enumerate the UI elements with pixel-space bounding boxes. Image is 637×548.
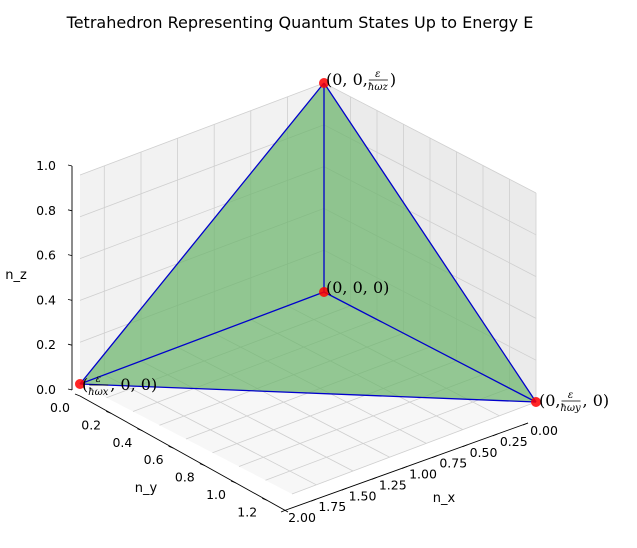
x-tick-label: 1.50 — [349, 488, 377, 503]
tick-labels: 0.000.250.500.751.001.251.501.752.00 0.0 0… — [36, 158, 558, 525]
tetrahedron-edge — [323, 291, 537, 403]
y-tick-mark — [137, 428, 143, 432]
vertex-z-intercept — [319, 78, 329, 88]
z-tick-mark — [67, 209, 73, 212]
vertex-labels: (0, 0, 0) (0, 0, ε ħωz) ( ε ħωx, 0, 0) (0, ε ħω… — [82, 69, 609, 414]
x-tick-mark — [522, 422, 529, 426]
z-axis-label: n_z — [5, 268, 27, 283]
y-tick-label: 0.2 — [81, 417, 101, 432]
label-z-intercept-tail: ) — [390, 70, 396, 89]
y-tick-mark — [199, 463, 205, 466]
x-tick-label: 0.75 — [439, 456, 467, 471]
x-tick-mark — [432, 455, 438, 458]
x-tick-mark — [492, 433, 498, 437]
x-tick-mark — [341, 487, 347, 491]
x-tick-mark — [371, 477, 377, 480]
tetrahedron-edge — [79, 291, 325, 385]
y-tick-label: 1.2 — [237, 504, 257, 519]
vertex-origin — [319, 287, 329, 297]
vertex-points — [75, 78, 541, 407]
tetrahedron-edge — [79, 383, 537, 403]
z-tick-mark — [67, 164, 73, 167]
x-tick-mark — [401, 466, 408, 469]
label-z-intercept-numerator: ε — [375, 69, 380, 80]
y-tick-label: 0.0 — [50, 400, 70, 415]
x-tick-label: 0.00 — [530, 423, 558, 438]
y-tick-mark — [106, 411, 112, 414]
x-tick-mark — [311, 498, 317, 502]
z-tick-label: 1.0 — [36, 158, 56, 173]
z-tick-label: 0.2 — [36, 337, 56, 352]
tetrahedron-edge — [323, 82, 537, 403]
x-tick-label: 0.25 — [500, 434, 528, 449]
label-x-intercept-tail: , 0, 0) — [110, 375, 157, 394]
label-origin: (0, 0, 0) — [326, 278, 389, 297]
label-y-intercept-paren: (0, — [539, 391, 561, 410]
y-tick-mark — [230, 480, 237, 484]
x-tick-label: 1.75 — [318, 499, 346, 514]
label-y-intercept-numerator: ε — [568, 390, 573, 401]
y-axis-label: n_y — [135, 481, 158, 496]
y-axis-line — [79, 395, 289, 513]
face-front — [80, 83, 536, 402]
x-tick-mark — [462, 444, 468, 448]
z-tick-label: 0.4 — [36, 292, 56, 307]
z-tick-mark — [67, 388, 73, 391]
z-tick-label: 0.6 — [36, 248, 56, 263]
vertex-y-intercept — [531, 397, 541, 407]
z-tick-label: 0.8 — [36, 203, 56, 218]
x-tick-label: 1.00 — [409, 467, 437, 482]
x-tick-label: 0.50 — [470, 445, 498, 460]
label-x-intercept-denominator: ħωx — [88, 387, 109, 398]
label-x-intercept-paren: ( — [82, 375, 88, 394]
y-tick-mark — [74, 393, 81, 397]
tetrahedron-edge — [79, 82, 325, 385]
label-z-intercept-denominator: ħωz — [368, 82, 389, 93]
tetrahedron-edges — [79, 82, 537, 403]
label-y-intercept-denominator: ħωy — [560, 403, 581, 414]
y-tick-mark — [168, 445, 174, 449]
label-x-intercept: ( ε ħωx, 0, 0) — [82, 374, 157, 398]
axis-lines — [67, 164, 529, 513]
label-y-intercept: (0, ε ħωy, 0) — [539, 390, 609, 414]
label-z-intercept: (0, 0, ε ħωz) — [326, 69, 396, 93]
label-z-intercept-paren: (0, 0, — [326, 70, 368, 89]
z-tick-mark — [67, 254, 73, 256]
y-tick-label: 0.4 — [112, 435, 132, 450]
x-tick-label: 2.00 — [288, 510, 316, 525]
y-tick-label: 1.0 — [206, 487, 226, 502]
z-tick-mark — [67, 343, 73, 346]
y-tick-label: 0.8 — [175, 470, 195, 485]
label-x-intercept-numerator: ε — [96, 374, 101, 385]
x-axis-label: n_x — [433, 491, 456, 506]
z-tick-mark — [67, 299, 73, 301]
face-bottom — [80, 292, 536, 402]
y-tick-mark — [262, 498, 268, 501]
vertex-x-intercept — [75, 379, 85, 389]
y-tick-label: 0.6 — [144, 452, 164, 467]
z-tick-label: 0.0 — [36, 382, 56, 397]
label-y-intercept-tail: , 0) — [583, 391, 610, 410]
x-tick-label: 1.25 — [379, 477, 407, 492]
chart-title: Tetrahedron Representing Quantum States … — [66, 13, 534, 32]
